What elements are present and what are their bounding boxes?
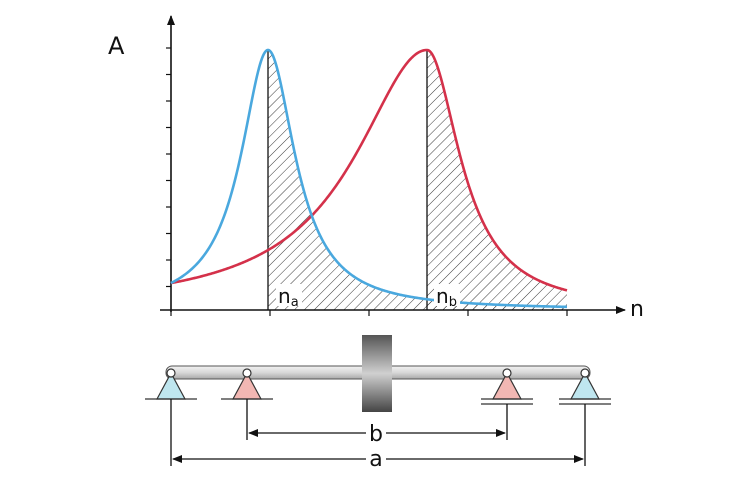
marker-label: nb — [436, 284, 457, 310]
resonance-curve — [170, 48, 568, 292]
supports — [145, 368, 611, 405]
pin — [580, 368, 590, 378]
axis-ticks — [166, 47, 568, 316]
marker-sub: b — [449, 295, 457, 310]
pin — [502, 368, 512, 378]
marker-sub: a — [291, 295, 299, 310]
marker-base: n — [278, 284, 291, 308]
x-axis-label: n — [630, 297, 644, 322]
pin — [242, 368, 252, 378]
pin — [166, 368, 176, 378]
label-bg — [366, 447, 386, 469]
marker-base: n — [436, 284, 449, 308]
dimension-label: a — [369, 447, 382, 472]
dimension-label: b — [369, 422, 383, 447]
label-bg — [434, 284, 460, 306]
label-bg — [366, 421, 386, 445]
resonance-curve — [170, 48, 568, 309]
y-axis-label: A — [108, 32, 125, 60]
label-bg — [276, 284, 302, 306]
disk — [362, 335, 392, 412]
hatched-area — [427, 50, 567, 310]
marker-label: na — [278, 284, 299, 310]
